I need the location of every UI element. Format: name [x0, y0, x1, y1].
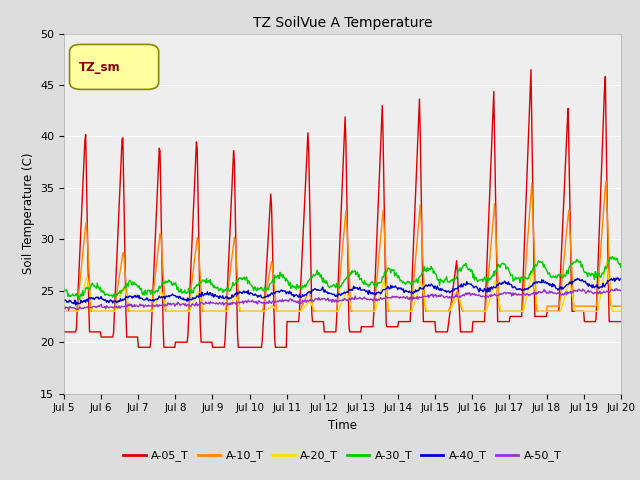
- A-40_T: [185, 298, 193, 303]
- A-50_T: [185, 302, 193, 308]
- A-50_T: [128, 304, 136, 310]
- A-05_T: [70, 329, 78, 335]
- A-40_T: [617, 276, 625, 282]
- A-20_T: [60, 309, 68, 314]
- A-40_T: [411, 289, 419, 295]
- A-40_T: [70, 301, 78, 307]
- A-20_T: [214, 309, 221, 314]
- A-20_T: [127, 309, 135, 314]
- A-05_T: [411, 210, 419, 216]
- Line: A-20_T: A-20_T: [64, 262, 621, 312]
- A-05_T: [134, 345, 142, 350]
- A-50_T: [60, 305, 68, 311]
- Title: TZ SoilVue A Temperature: TZ SoilVue A Temperature: [253, 16, 432, 30]
- Line: A-40_T: A-40_T: [64, 278, 621, 305]
- Line: A-50_T: A-50_T: [64, 288, 621, 311]
- A-30_T: [76, 297, 83, 303]
- A-50_T: [617, 288, 625, 294]
- A-30_T: [70, 293, 78, 299]
- A-40_T: [128, 295, 136, 301]
- A-40_T: [614, 275, 621, 281]
- A-50_T: [411, 295, 419, 301]
- A-30_T: [214, 285, 222, 291]
- A-30_T: [428, 264, 435, 269]
- A-30_T: [411, 279, 419, 285]
- A-20_T: [184, 309, 192, 314]
- A-10_T: [70, 309, 78, 314]
- FancyBboxPatch shape: [70, 44, 159, 89]
- A-20_T: [603, 259, 611, 264]
- A-40_T: [214, 294, 222, 300]
- Text: TZ_sm: TZ_sm: [79, 60, 120, 73]
- A-20_T: [426, 309, 434, 314]
- A-10_T: [127, 309, 135, 314]
- A-10_T: [214, 309, 221, 314]
- A-40_T: [428, 281, 435, 287]
- A-30_T: [128, 282, 136, 288]
- A-10_T: [426, 309, 434, 314]
- A-50_T: [612, 286, 620, 291]
- A-05_T: [428, 319, 435, 324]
- A-05_T: [527, 67, 535, 72]
- A-05_T: [214, 345, 222, 350]
- A-05_T: [185, 315, 193, 321]
- A-50_T: [214, 301, 222, 307]
- A-10_T: [60, 309, 68, 314]
- A-20_T: [617, 309, 625, 314]
- A-50_T: [428, 291, 435, 297]
- Line: A-05_T: A-05_T: [64, 70, 621, 348]
- A-30_T: [60, 285, 68, 291]
- A-10_T: [617, 303, 625, 309]
- A-30_T: [617, 264, 625, 270]
- A-30_T: [185, 286, 193, 291]
- A-10_T: [184, 309, 192, 314]
- A-40_T: [72, 302, 79, 308]
- A-50_T: [65, 308, 72, 313]
- A-20_T: [410, 302, 418, 308]
- A-05_T: [127, 334, 135, 340]
- A-10_T: [410, 274, 418, 280]
- A-50_T: [71, 305, 79, 311]
- A-20_T: [70, 309, 78, 314]
- X-axis label: Time: Time: [328, 419, 357, 432]
- Line: A-30_T: A-30_T: [64, 256, 621, 300]
- A-30_T: [609, 253, 616, 259]
- A-40_T: [60, 297, 68, 303]
- A-10_T: [602, 178, 610, 184]
- Y-axis label: Soil Temperature (C): Soil Temperature (C): [22, 153, 35, 275]
- A-05_T: [60, 329, 68, 335]
- Legend: A-05_T, A-10_T, A-20_T, A-30_T, A-40_T, A-50_T: A-05_T, A-10_T, A-20_T, A-30_T, A-40_T, …: [119, 446, 566, 466]
- Line: A-10_T: A-10_T: [64, 181, 621, 312]
- A-05_T: [617, 319, 625, 324]
